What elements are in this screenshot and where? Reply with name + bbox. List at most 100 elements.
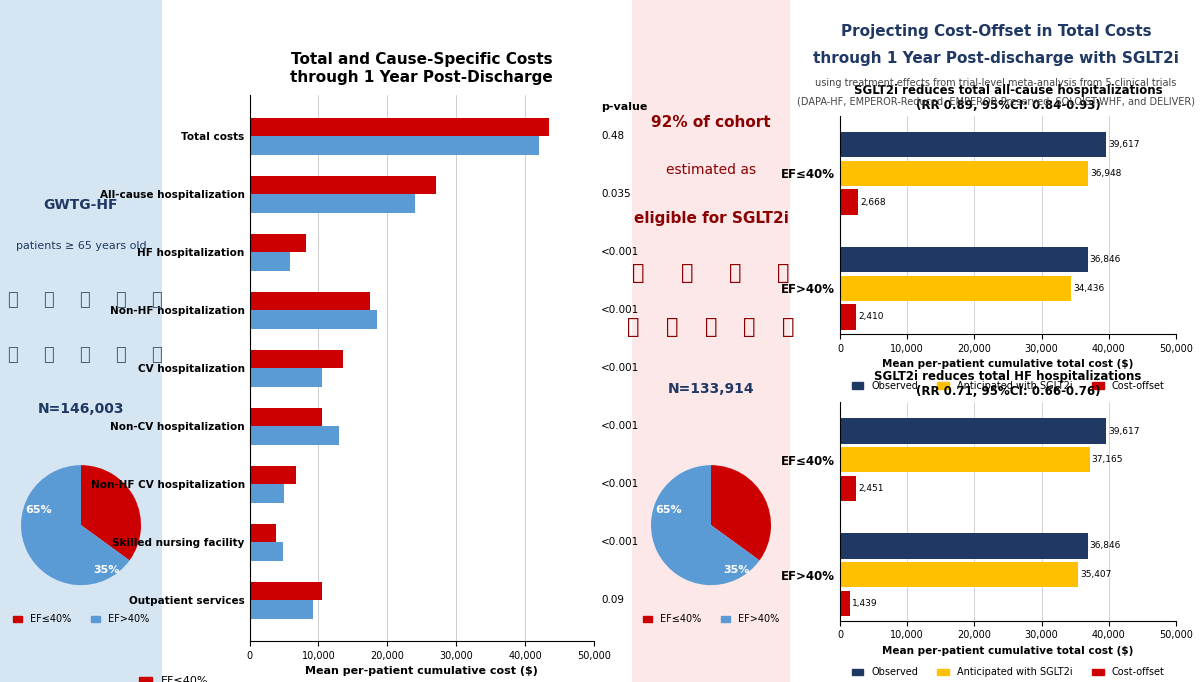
Bar bbox=[250, 582, 322, 600]
Bar bbox=[840, 562, 1078, 587]
Bar bbox=[840, 419, 1106, 444]
Text: ⚹: ⚹ bbox=[778, 263, 790, 283]
Title: SGLT2i reduces total all-cause hospitalizations
(RR 0.89, 95%CI: 0.84-0.93): SGLT2i reduces total all-cause hospitali… bbox=[853, 84, 1163, 112]
Text: 36,948: 36,948 bbox=[1091, 169, 1122, 178]
Text: <0.001: <0.001 bbox=[601, 421, 640, 431]
Text: N=146,003: N=146,003 bbox=[37, 402, 125, 416]
X-axis label: Mean per-patient cumulative total cost ($): Mean per-patient cumulative total cost (… bbox=[882, 646, 1134, 656]
Bar bbox=[840, 276, 1072, 301]
Legend: Observed, Anticipated with SGLT2i, Cost-offset: Observed, Anticipated with SGLT2i, Cost-… bbox=[848, 664, 1168, 681]
Text: ⚹: ⚹ bbox=[115, 291, 125, 309]
X-axis label: Mean per-patient cumulative cost ($): Mean per-patient cumulative cost ($) bbox=[305, 666, 539, 677]
Text: <0.001: <0.001 bbox=[601, 306, 640, 315]
Bar bbox=[250, 484, 284, 503]
Text: ⚹: ⚹ bbox=[43, 346, 53, 364]
Bar bbox=[250, 252, 289, 271]
Legend: EF≤40%, EF>40%: EF≤40%, EF>40% bbox=[638, 610, 784, 628]
Text: ⚹: ⚹ bbox=[115, 346, 125, 364]
Text: p-value: p-value bbox=[601, 102, 647, 112]
Bar bbox=[250, 310, 377, 329]
Text: estimated as: estimated as bbox=[666, 164, 756, 177]
Text: 92% of cohort: 92% of cohort bbox=[652, 115, 770, 130]
Bar bbox=[840, 132, 1106, 158]
Text: <0.001: <0.001 bbox=[601, 537, 640, 548]
Text: N=133,914: N=133,914 bbox=[667, 382, 755, 396]
Text: 65%: 65% bbox=[655, 505, 683, 515]
Text: 2,410: 2,410 bbox=[858, 312, 883, 321]
Text: 39,617: 39,617 bbox=[1109, 140, 1140, 149]
Text: 34,436: 34,436 bbox=[1074, 284, 1105, 293]
Title: SGLT2i reduces total HF hospitalizations
(RR 0.71, 95%CI: 0.66-0.76): SGLT2i reduces total HF hospitalizations… bbox=[875, 370, 1141, 398]
Bar bbox=[250, 117, 550, 136]
Bar bbox=[250, 350, 342, 368]
Text: 35%: 35% bbox=[724, 565, 750, 575]
Text: 39,617: 39,617 bbox=[1109, 427, 1140, 436]
Bar bbox=[840, 161, 1088, 186]
Text: eligible for SGLT2i: eligible for SGLT2i bbox=[634, 211, 788, 226]
Bar bbox=[250, 408, 322, 426]
Bar bbox=[250, 175, 436, 194]
Text: ⚹: ⚹ bbox=[79, 291, 89, 309]
Bar bbox=[840, 476, 857, 501]
Text: ⚹: ⚹ bbox=[628, 317, 640, 338]
Wedge shape bbox=[80, 465, 140, 561]
Text: through 1 Year Post-discharge with SGLT2i: through 1 Year Post-discharge with SGLT2… bbox=[814, 51, 1178, 66]
Bar bbox=[840, 533, 1087, 559]
Text: ⚹: ⚹ bbox=[728, 263, 742, 283]
Text: <0.001: <0.001 bbox=[601, 247, 640, 257]
Wedge shape bbox=[22, 465, 130, 585]
Bar bbox=[250, 542, 283, 561]
Bar bbox=[250, 524, 276, 542]
Text: ⚹: ⚹ bbox=[744, 317, 756, 338]
Text: patients ≥ 65 years old: patients ≥ 65 years old bbox=[16, 241, 146, 250]
Text: (DAPA-HF, EMPEROR-Reduced, EMPEROR-Preserved, SOLOIST-WHF, and DELIVER): (DAPA-HF, EMPEROR-Reduced, EMPEROR-Prese… bbox=[797, 97, 1195, 107]
Text: ⚹: ⚹ bbox=[7, 291, 17, 309]
Wedge shape bbox=[710, 465, 770, 561]
Text: Projecting Cost-Offset in Total Costs: Projecting Cost-Offset in Total Costs bbox=[841, 24, 1151, 39]
Bar bbox=[250, 136, 539, 155]
Text: <0.001: <0.001 bbox=[601, 479, 640, 490]
Text: <0.001: <0.001 bbox=[601, 364, 640, 373]
Text: 36,846: 36,846 bbox=[1090, 542, 1121, 550]
Bar bbox=[250, 368, 322, 387]
Text: 1,439: 1,439 bbox=[852, 599, 877, 608]
Legend: EF≤40%, EF>40%: EF≤40%, EF>40% bbox=[8, 610, 154, 628]
Text: using treatment effects from trial-level meta-analysis from 5 clinical trials: using treatment effects from trial-level… bbox=[815, 78, 1177, 89]
Bar bbox=[250, 234, 306, 252]
X-axis label: Mean per-patient cumulative total cost ($): Mean per-patient cumulative total cost (… bbox=[882, 359, 1134, 370]
Bar bbox=[840, 304, 856, 329]
Text: 37,165: 37,165 bbox=[1092, 456, 1123, 464]
Bar bbox=[840, 591, 850, 616]
Bar bbox=[250, 194, 415, 213]
Text: ⚹: ⚹ bbox=[680, 263, 694, 283]
Legend: EF≤40%, EF>40%: EF≤40%, EF>40% bbox=[134, 672, 214, 682]
Bar bbox=[250, 600, 313, 619]
Bar bbox=[840, 190, 858, 215]
Bar bbox=[250, 292, 370, 310]
Legend: Observed, Anticipated with SGLT2i, Cost-offset: Observed, Anticipated with SGLT2i, Cost-… bbox=[848, 377, 1168, 395]
Bar bbox=[250, 426, 340, 445]
Text: ⚹: ⚹ bbox=[782, 317, 794, 338]
Wedge shape bbox=[652, 465, 760, 585]
Bar bbox=[840, 447, 1090, 473]
Text: 2,451: 2,451 bbox=[858, 484, 884, 493]
Text: ⚹: ⚹ bbox=[151, 346, 161, 364]
Text: 35,407: 35,407 bbox=[1080, 570, 1111, 579]
Bar bbox=[250, 466, 296, 484]
Text: ⚹: ⚹ bbox=[666, 317, 678, 338]
Text: ⚹: ⚹ bbox=[79, 346, 89, 364]
Text: 36,846: 36,846 bbox=[1090, 255, 1121, 264]
Text: ⚹: ⚹ bbox=[7, 346, 17, 364]
Text: 0.48: 0.48 bbox=[601, 131, 624, 141]
Bar bbox=[840, 247, 1087, 272]
Text: 0.035: 0.035 bbox=[601, 189, 630, 199]
Title: Total and Cause-Specific Costs
through 1 Year Post-Discharge: Total and Cause-Specific Costs through 1… bbox=[290, 53, 553, 85]
Text: ⚹: ⚹ bbox=[632, 263, 644, 283]
Text: 65%: 65% bbox=[25, 505, 53, 515]
Text: ⚹: ⚹ bbox=[704, 317, 718, 338]
Text: ⚹: ⚹ bbox=[43, 291, 53, 309]
Text: 2,668: 2,668 bbox=[860, 198, 886, 207]
Text: ⚹: ⚹ bbox=[151, 291, 161, 309]
Text: 0.09: 0.09 bbox=[601, 595, 624, 606]
Text: GWTG-HF: GWTG-HF bbox=[43, 198, 119, 211]
